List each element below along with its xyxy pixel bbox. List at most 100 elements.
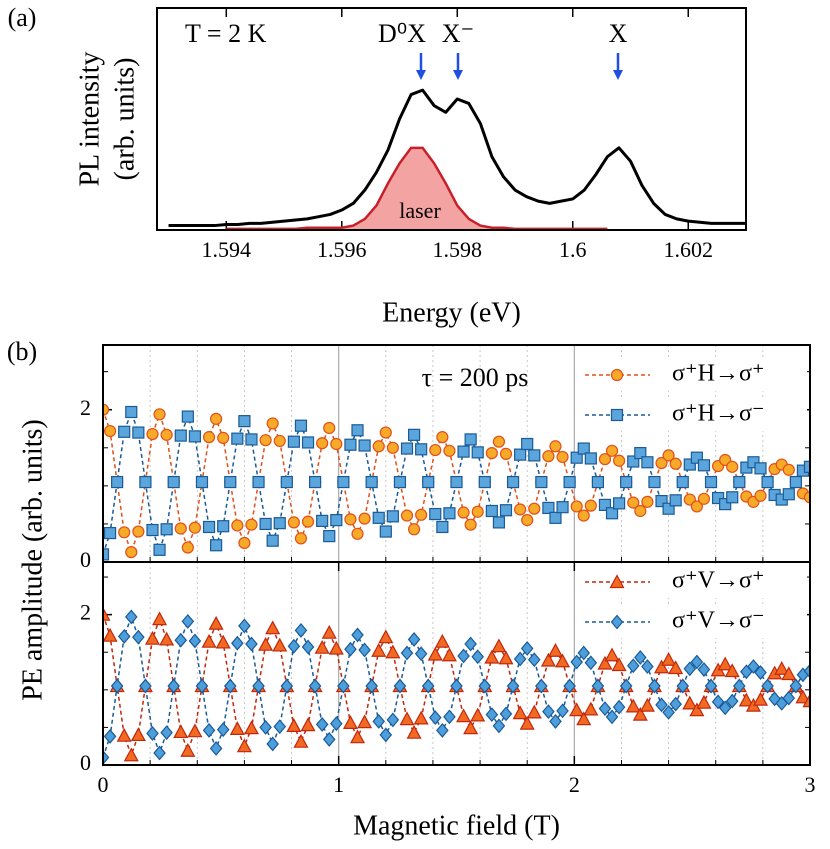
marker	[130, 727, 146, 742]
marker	[613, 497, 626, 510]
marker	[789, 678, 803, 694]
marker	[365, 475, 378, 489]
legend-marker	[610, 368, 624, 382]
marker	[422, 475, 435, 489]
marker	[266, 736, 279, 752]
marker	[386, 510, 399, 523]
marker	[668, 660, 684, 675]
marker	[639, 697, 655, 712]
marker	[457, 506, 470, 519]
marker	[103, 750, 110, 765]
marker	[287, 435, 300, 448]
marker	[696, 694, 712, 709]
marker	[506, 678, 520, 694]
x-tick-label: 1.594	[202, 237, 252, 262]
marker	[103, 627, 118, 642]
marker	[464, 636, 477, 652]
marker	[217, 520, 230, 533]
marker	[236, 738, 252, 753]
marker	[753, 691, 769, 706]
marker	[570, 500, 583, 513]
marker	[123, 747, 139, 762]
marker	[598, 453, 612, 466]
marker	[125, 546, 138, 559]
marker	[103, 526, 117, 540]
marker	[110, 678, 124, 694]
marker	[669, 696, 682, 712]
marker	[386, 712, 400, 728]
marker	[577, 645, 591, 661]
marker	[407, 428, 421, 441]
marker	[266, 534, 279, 547]
marker	[789, 475, 802, 489]
marker	[605, 507, 619, 520]
marker	[393, 678, 407, 694]
marker	[676, 475, 689, 489]
marker	[499, 447, 513, 460]
marker	[231, 519, 244, 532]
marker	[188, 430, 202, 443]
marker	[301, 639, 315, 655]
marker	[520, 641, 534, 656]
marker	[648, 678, 661, 694]
marker	[174, 429, 187, 442]
marker	[195, 678, 209, 694]
marker	[719, 498, 732, 511]
x-axis-label: Energy (eV)	[382, 297, 521, 328]
marker	[287, 638, 301, 654]
marker	[542, 450, 555, 463]
marker	[521, 514, 534, 527]
marker	[153, 408, 166, 421]
marker	[132, 525, 145, 538]
y-axis-label: (arb. units)	[109, 58, 140, 181]
marker	[323, 530, 336, 543]
marker	[344, 641, 357, 657]
marker	[718, 700, 732, 716]
marker	[330, 514, 343, 527]
marker	[429, 710, 442, 726]
marker	[294, 622, 308, 638]
marker	[116, 727, 132, 742]
marker	[337, 678, 350, 694]
plot-frame	[102, 561, 811, 766]
marker	[470, 707, 486, 722]
marker	[167, 475, 180, 489]
x-tick-label: 1.602	[664, 237, 714, 262]
marker	[259, 434, 272, 447]
arrow-head	[613, 70, 623, 80]
y-tick-label: 2	[80, 395, 91, 420]
marker	[598, 498, 612, 511]
marker	[188, 521, 202, 534]
marker	[406, 724, 422, 739]
marker	[669, 494, 682, 507]
marker	[583, 701, 599, 716]
marker	[519, 715, 535, 730]
marker	[661, 651, 677, 666]
marker	[724, 663, 740, 678]
line	[168, 88, 746, 228]
marker	[309, 475, 322, 489]
marker	[634, 504, 647, 518]
legend-label: σ⁺V→σ⁺	[672, 568, 765, 594]
marker	[747, 659, 760, 674]
marker	[690, 654, 704, 670]
marker	[342, 715, 358, 729]
marker	[436, 431, 449, 444]
marker	[385, 644, 401, 659]
marker	[563, 475, 576, 489]
marker	[321, 624, 337, 639]
marker	[549, 511, 562, 524]
marker	[549, 440, 562, 453]
marker	[330, 437, 343, 451]
marker	[514, 448, 527, 461]
marker	[413, 710, 429, 725]
marker	[372, 713, 386, 729]
marker	[144, 630, 160, 645]
legend-marker	[610, 408, 624, 422]
marker	[293, 733, 309, 748]
arrow-head	[416, 70, 426, 80]
marker	[245, 636, 258, 652]
marker	[238, 415, 251, 428]
marker	[252, 475, 265, 489]
marker	[535, 678, 548, 694]
